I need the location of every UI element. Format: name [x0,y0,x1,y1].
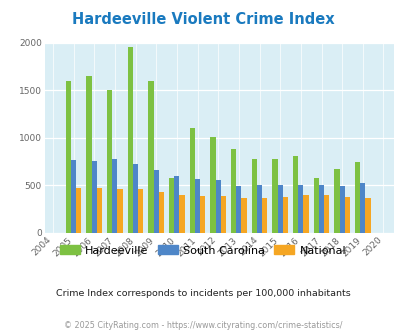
Bar [292,156,298,233]
Bar [112,159,117,233]
Bar [334,169,339,233]
Bar [354,162,359,233]
Bar [128,47,133,233]
Bar [133,164,138,233]
Bar [210,137,215,233]
Bar [303,195,308,233]
Bar [318,185,323,233]
Text: © 2025 CityRating.com - https://www.cityrating.com/crime-statistics/: © 2025 CityRating.com - https://www.city… [64,321,341,330]
Bar [92,161,96,233]
Text: Hardeeville Violent Crime Index: Hardeeville Violent Crime Index [72,12,333,26]
Bar [86,76,92,233]
Bar [323,195,328,233]
Bar [158,192,164,233]
Bar [313,178,318,233]
Bar [220,196,226,233]
Text: Crime Index corresponds to incidents per 100,000 inhabitants: Crime Index corresponds to incidents per… [55,289,350,298]
Bar [71,160,76,233]
Bar [194,179,200,233]
Bar [107,90,112,233]
Bar [359,183,364,233]
Bar [215,180,220,233]
Bar [251,159,256,233]
Bar [189,128,194,233]
Bar [277,185,282,233]
Bar [169,178,174,233]
Bar [256,185,262,233]
Bar [241,198,246,233]
Bar [230,149,236,233]
Bar [117,188,122,233]
Bar [66,81,71,233]
Bar [138,189,143,233]
Bar [282,197,287,233]
Bar [76,188,81,233]
Bar [236,186,241,233]
Bar [174,176,179,233]
Bar [179,195,184,233]
Legend: Hardeeville, South Carolina, National: Hardeeville, South Carolina, National [55,241,350,260]
Bar [200,196,205,233]
Bar [96,187,102,233]
Bar [344,197,349,233]
Bar [272,159,277,233]
Bar [298,185,303,233]
Bar [262,198,266,233]
Bar [153,170,158,233]
Bar [364,198,370,233]
Bar [148,81,153,233]
Bar [339,186,344,233]
